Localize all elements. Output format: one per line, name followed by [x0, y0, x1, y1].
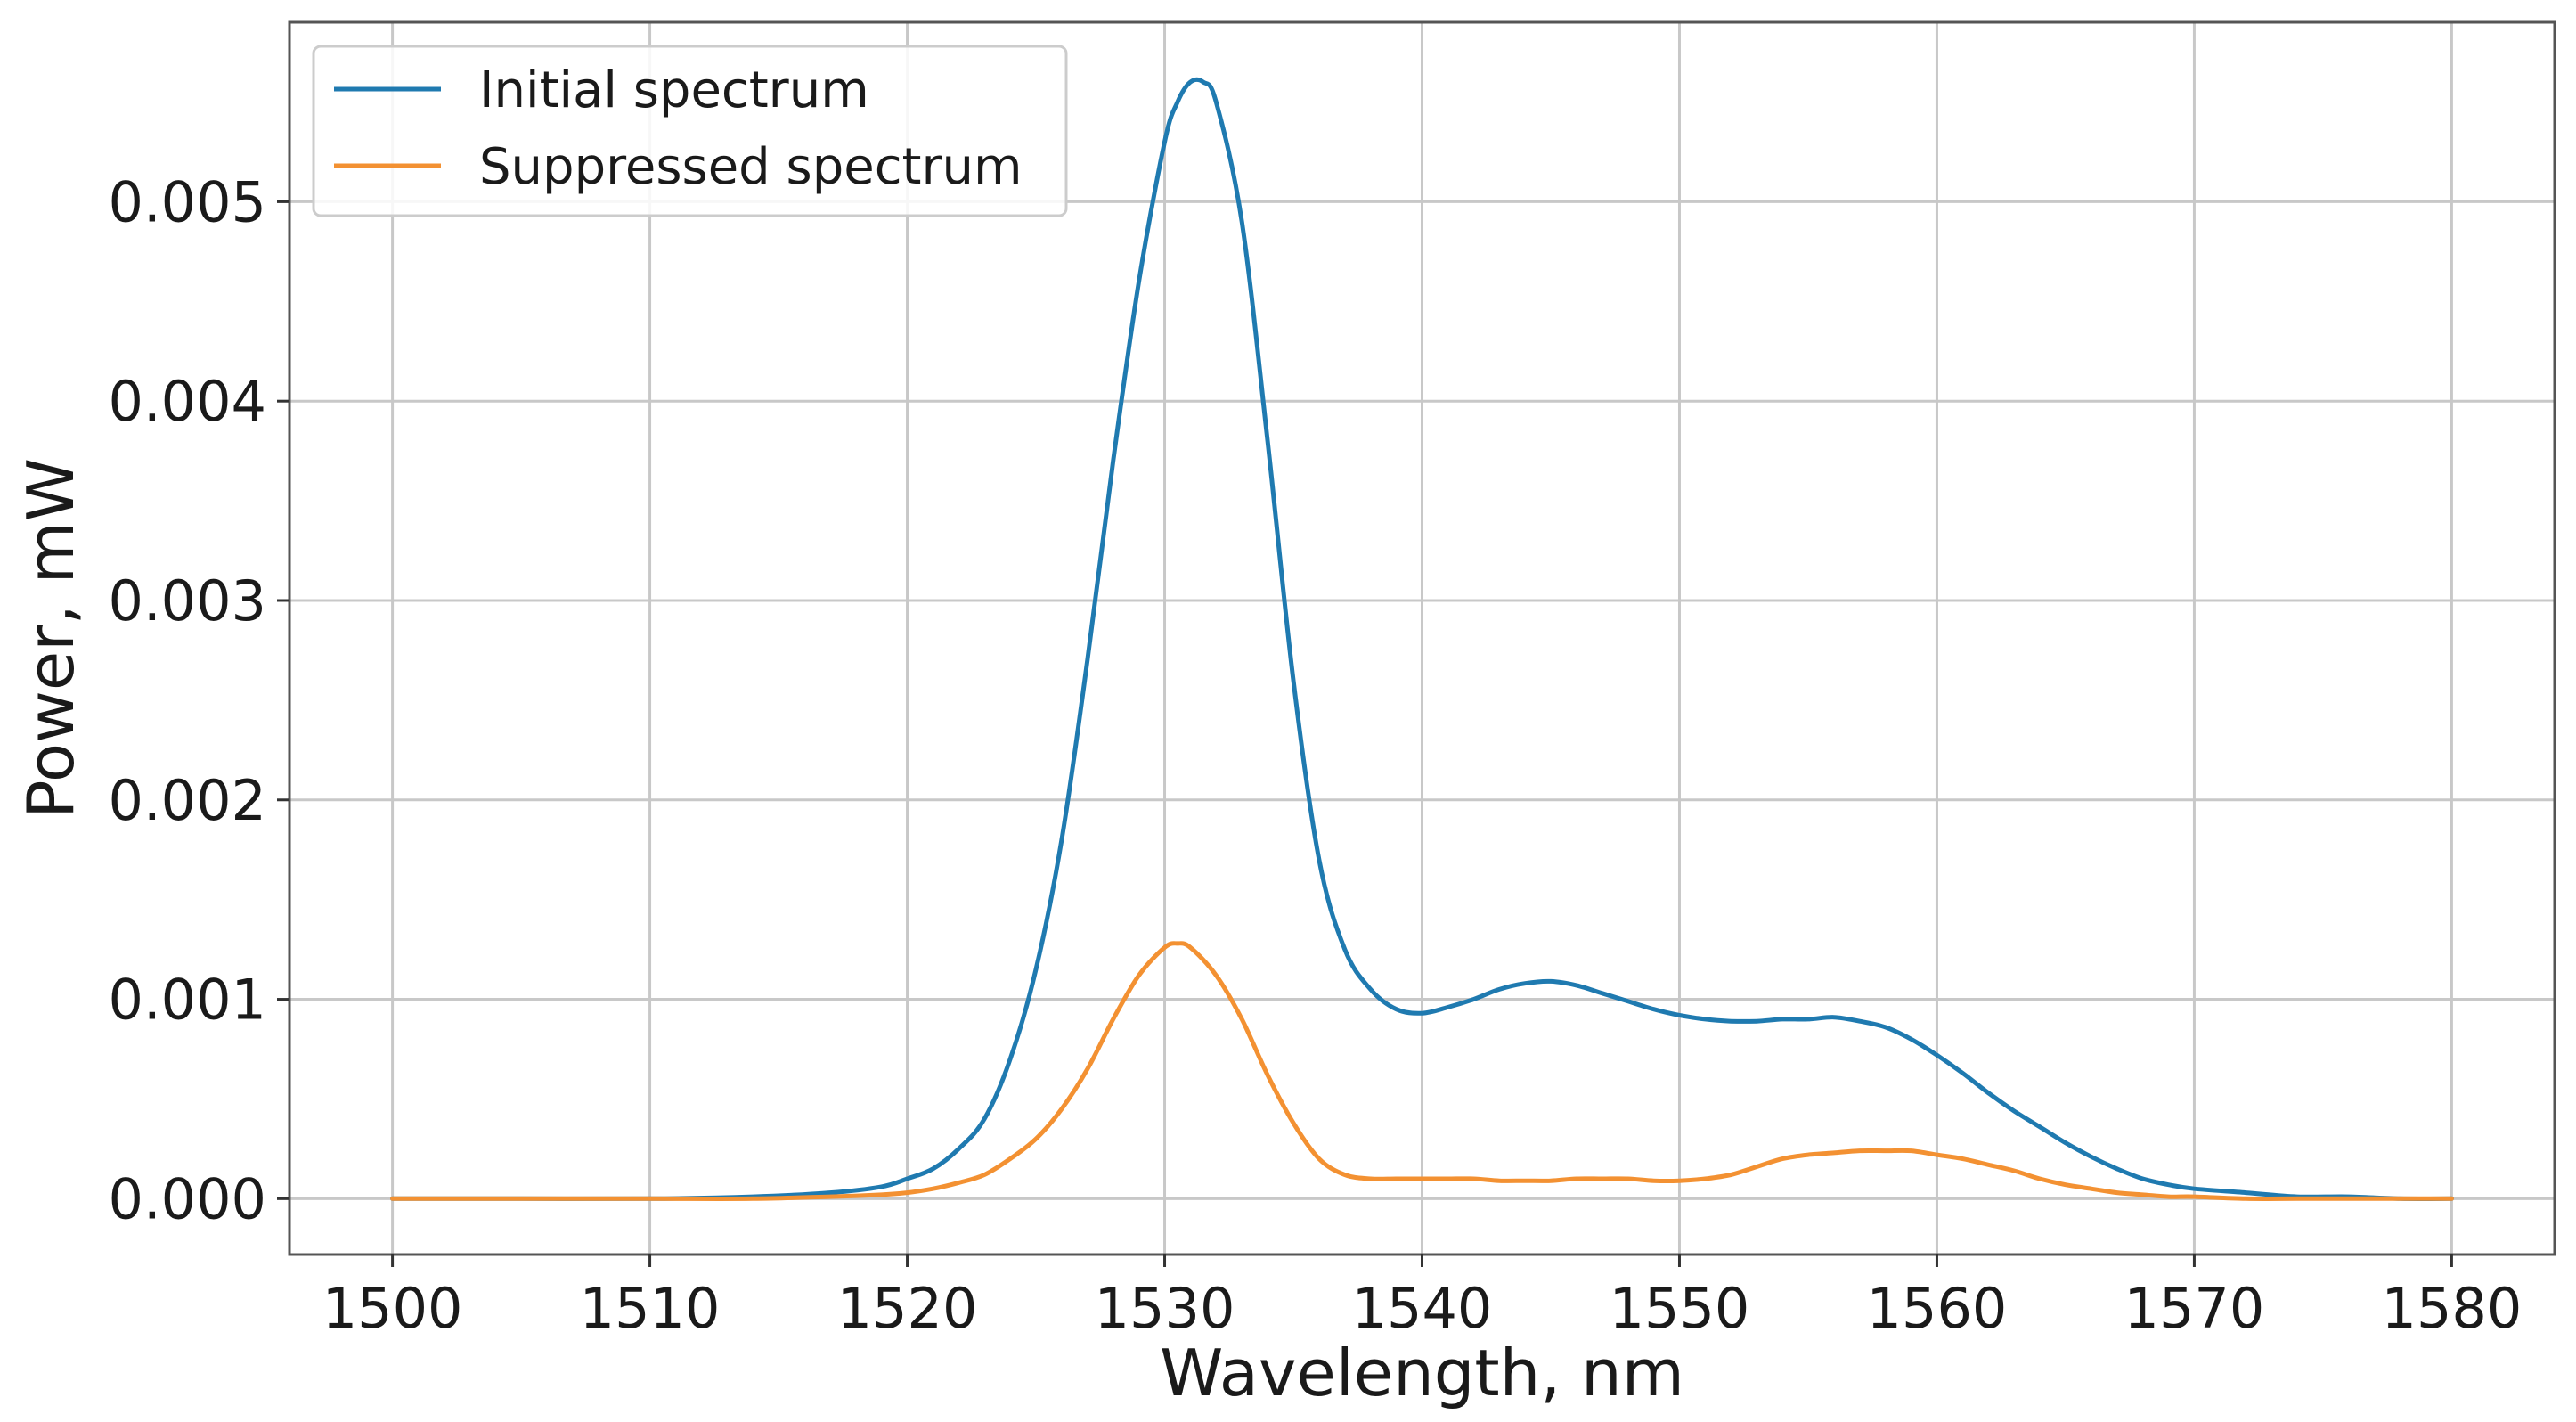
y-tick-label: 0.002 [109, 768, 267, 833]
x-axis-title: Wavelength, nm [1160, 1336, 1684, 1410]
x-tick-label: 1510 [580, 1276, 721, 1341]
legend-label-initial: Initial spectrum [479, 61, 869, 119]
y-tick-label: 0.005 [109, 169, 267, 234]
x-tick-label: 1500 [322, 1276, 463, 1341]
y-axis-title: Power, mW [13, 458, 88, 819]
x-tick-label: 1530 [1095, 1276, 1235, 1341]
y-tick-label: 0.000 [109, 1166, 267, 1231]
x-tick-label: 1540 [1352, 1276, 1493, 1341]
x-axis-ticks: 1500 1510 1520 1530 1540 1550 1560 1570 1580 [322, 1254, 2523, 1341]
legend: Initial spectrum Suppressed spectrum [312, 45, 1068, 217]
y-tick-label: 0.004 [109, 369, 267, 434]
x-tick-label: 1520 [837, 1276, 978, 1341]
series-line-suppressed [390, 941, 2454, 1201]
legend-label-suppressed: Suppressed spectrum [479, 138, 1023, 196]
y-tick-label: 0.003 [109, 568, 267, 633]
x-tick-label: 1570 [2124, 1276, 2265, 1341]
y-axis-ticks: 0.000 0.001 0.002 0.003 0.004 0.005 [109, 169, 289, 1231]
x-tick-label: 1550 [1610, 1276, 1750, 1341]
series-line-initial [390, 77, 2454, 1201]
legend-box [312, 45, 1068, 217]
series-lines [390, 77, 2454, 1201]
x-tick-label: 1560 [1867, 1276, 2008, 1341]
x-tick-label: 1580 [2382, 1276, 2523, 1341]
y-tick-label: 0.001 [109, 968, 267, 1033]
